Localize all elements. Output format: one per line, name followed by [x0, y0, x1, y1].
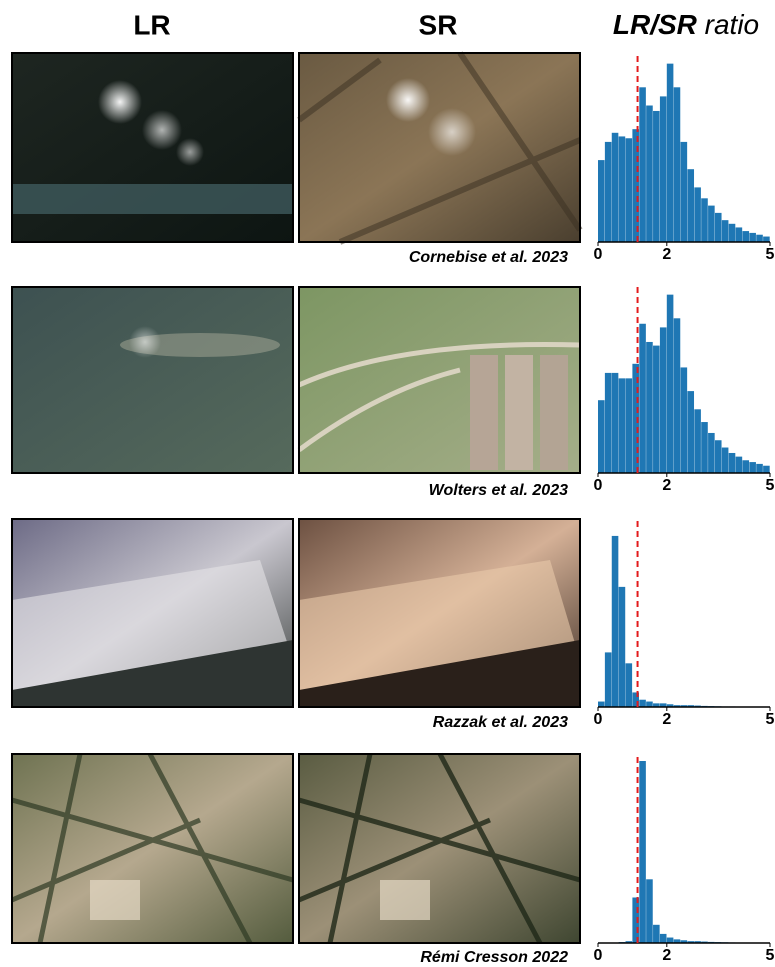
histogram-bar [667, 64, 674, 242]
histogram-bar [722, 448, 729, 473]
histogram-bar [749, 233, 756, 242]
x-tick-label: 2 [662, 246, 671, 263]
sr-image [299, 519, 580, 707]
histogram-bar [694, 187, 701, 242]
histogram-bar [639, 324, 646, 473]
histogram-bar [742, 231, 749, 242]
lr-image [12, 519, 293, 707]
histogram-bar [646, 106, 653, 243]
x-tick-label: 2 [662, 711, 671, 728]
histogram-bar [598, 702, 605, 707]
histogram-bar [715, 213, 722, 242]
sr-image [299, 287, 580, 473]
histogram-bar [708, 206, 715, 242]
histogram-bar [687, 169, 694, 242]
histogram-bar [708, 433, 715, 473]
histogram-bar [667, 295, 674, 473]
histogram-bar [619, 378, 626, 473]
sr-header: SR [419, 9, 458, 40]
histogram-bar [653, 346, 660, 473]
histogram-bar [729, 224, 736, 242]
histogram-bar [722, 220, 729, 242]
histogram-bar [701, 198, 708, 242]
histogram-bar [598, 400, 605, 473]
histogram-bar [605, 373, 612, 473]
x-tick-label: 5 [766, 711, 775, 728]
histogram-bar [701, 422, 708, 473]
x-tick-label: 5 [766, 947, 775, 964]
histogram-bar [736, 227, 743, 242]
sr-image [299, 53, 580, 242]
histogram-bar [763, 237, 770, 242]
x-tick-label: 5 [766, 246, 775, 263]
histogram-bar [694, 409, 701, 473]
histogram-bar [681, 142, 688, 242]
histogram-bar [653, 111, 660, 242]
ratio-header: LR/SR ratio [613, 9, 759, 40]
caption: Cornebise et al. 2023 [409, 249, 568, 266]
histogram-bar [619, 587, 626, 707]
histogram-bar [605, 142, 612, 242]
histogram-bar [639, 761, 646, 943]
histogram-bar [715, 440, 722, 473]
histogram-bar [674, 318, 681, 473]
histogram-bar [660, 327, 667, 473]
histogram-bar [756, 464, 763, 473]
lr-image [12, 53, 293, 242]
histogram-bar [612, 373, 619, 473]
histogram-bar [729, 453, 736, 473]
histogram-bar [612, 536, 619, 707]
ratio-header-bold: LR/SR [613, 9, 698, 40]
caption: Wolters et al. 2023 [429, 482, 568, 499]
histogram-bar [756, 235, 763, 242]
histogram-bar [763, 466, 770, 473]
x-tick-label: 0 [594, 947, 603, 964]
caption: Razzak et al. 2023 [433, 714, 568, 731]
ratio-header-italic: ratio [705, 9, 759, 40]
histogram-bar [646, 342, 653, 473]
histogram-bar [660, 96, 667, 242]
x-tick-label: 0 [594, 711, 603, 728]
x-tick-label: 5 [766, 477, 775, 494]
histogram-bar [660, 934, 667, 943]
x-tick-label: 2 [662, 477, 671, 494]
histogram-bar [653, 925, 660, 943]
histogram-bar [619, 136, 626, 242]
caption: Rémi Cresson 2022 [420, 949, 568, 966]
histogram-bar [674, 87, 681, 242]
histogram-bar [749, 462, 756, 473]
histogram-bar [742, 460, 749, 473]
histogram-bar [736, 457, 743, 473]
histogram-bar [687, 391, 694, 473]
lr-image [12, 287, 293, 473]
x-tick-label: 2 [662, 947, 671, 964]
figure: LR SR LR/SR ratio [0, 0, 775, 967]
sr-image [299, 754, 580, 943]
histogram-bar [667, 938, 674, 943]
histogram-bar [626, 138, 633, 242]
histogram-bar [598, 160, 605, 242]
x-tick-label: 0 [594, 477, 603, 494]
x-tick-label: 0 [594, 246, 603, 263]
histogram-bar [605, 652, 612, 707]
histogram-bar [626, 378, 633, 473]
lr-image [12, 754, 293, 943]
histogram-bar [646, 879, 653, 943]
histogram-bar [612, 133, 619, 242]
histogram-bar [639, 700, 646, 707]
histogram-bar [646, 702, 653, 707]
histogram-bar [626, 663, 633, 707]
lr-header: LR [133, 9, 170, 40]
histogram-bar [681, 367, 688, 473]
histogram-bar [639, 87, 646, 242]
